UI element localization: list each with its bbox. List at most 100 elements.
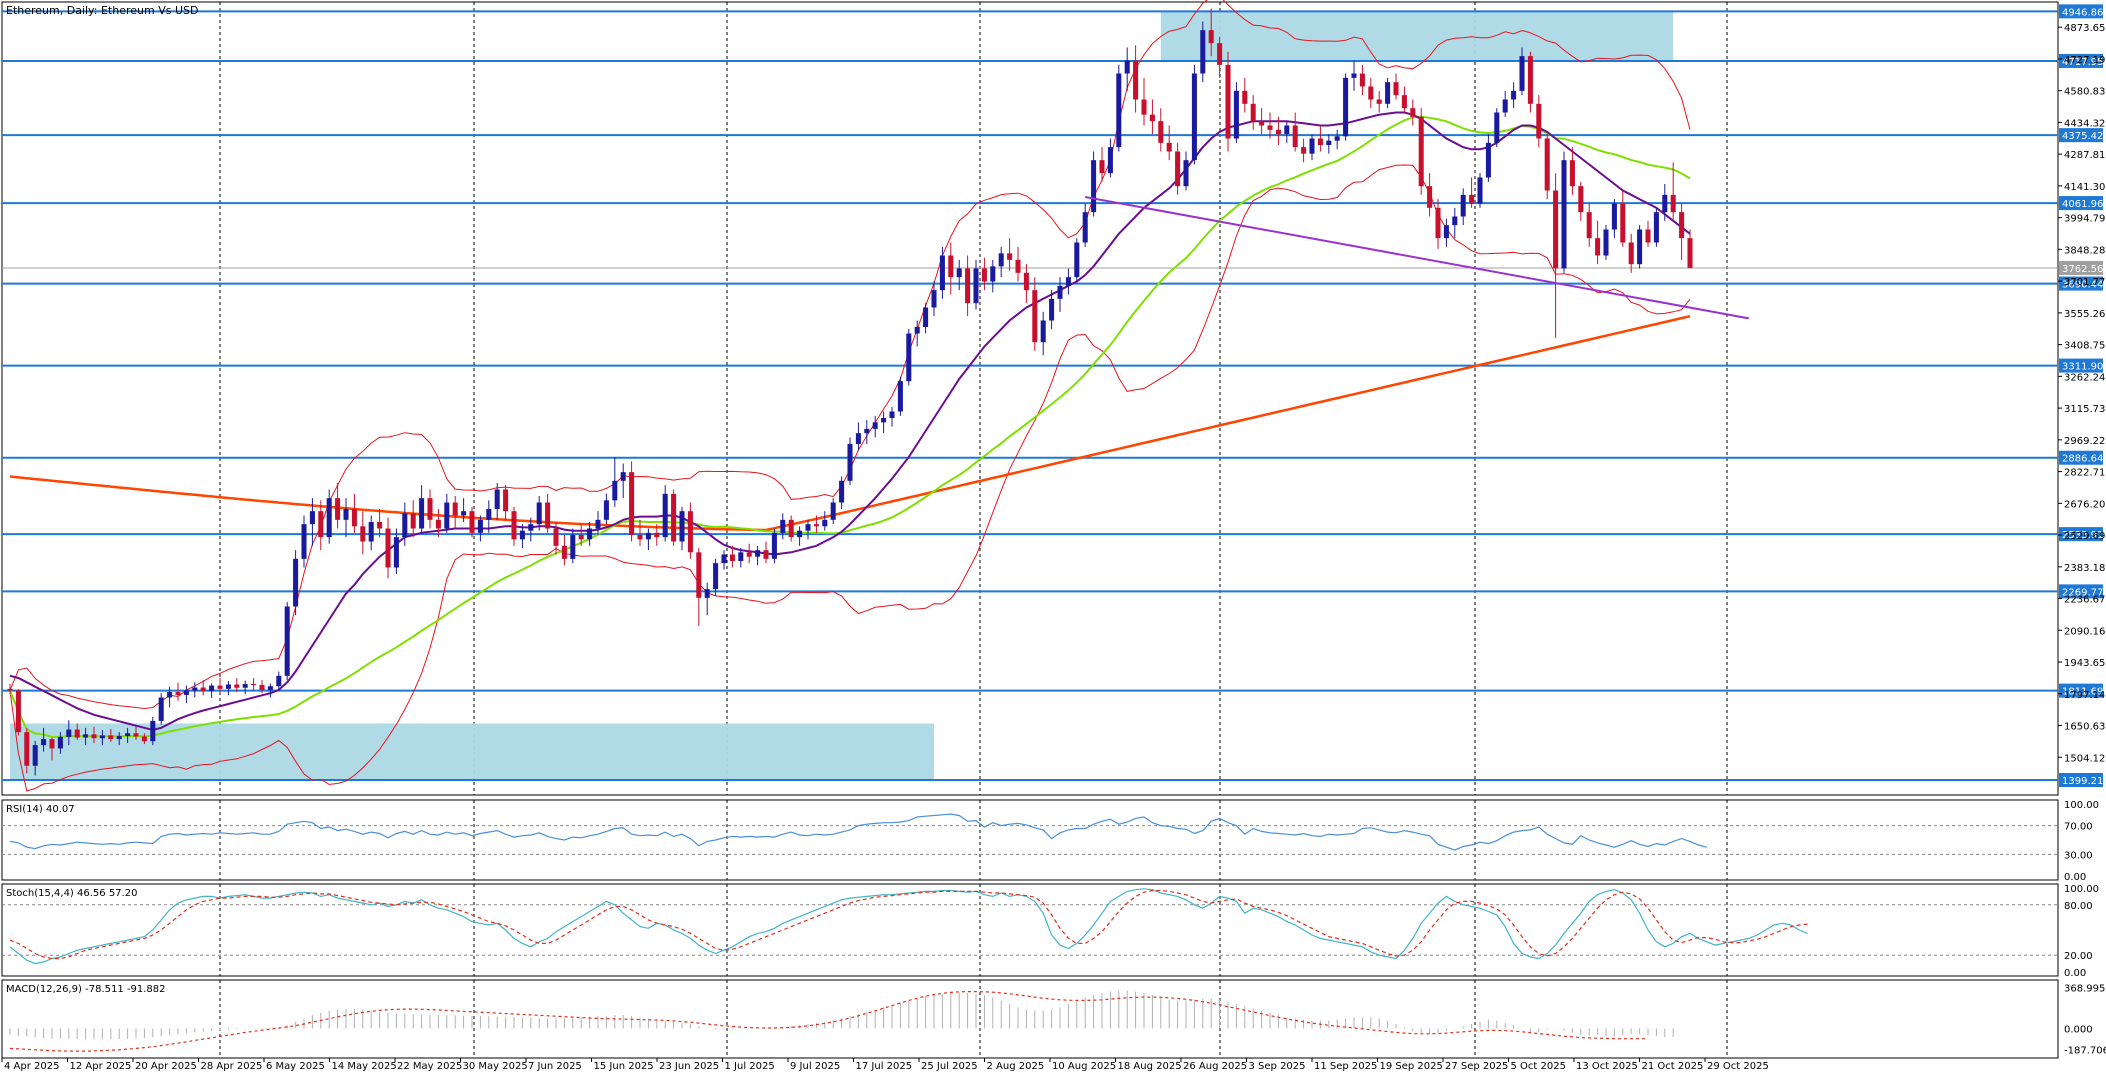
candle-body — [1326, 141, 1331, 145]
x-tick-label: 23 Jun 2025 — [659, 1061, 719, 1072]
pane-frame-sto — [2, 884, 2058, 976]
candle-body — [797, 531, 802, 538]
candle-body — [1536, 104, 1541, 139]
candle-body — [528, 524, 533, 531]
candle-body — [1133, 61, 1138, 100]
y-tick-label: 4873.65 — [2064, 23, 2105, 34]
price-level-label: 4375.42 — [2062, 131, 2103, 142]
candle-body — [805, 524, 810, 531]
x-tick-label: 5 Oct 2025 — [1511, 1061, 1566, 1072]
price-level-label: 3311.90 — [2062, 362, 2103, 373]
candle-body — [1587, 212, 1592, 238]
candle-body — [1259, 121, 1264, 125]
candle-body — [100, 735, 105, 738]
current-price-label: 3762.56 — [2062, 264, 2103, 275]
candle-body — [822, 520, 827, 527]
candle-body — [16, 691, 21, 733]
x-tick-label: 18 Aug 2025 — [1118, 1061, 1182, 1072]
candle-body — [1015, 260, 1020, 273]
candle-body — [453, 503, 458, 516]
candle-body — [889, 412, 894, 419]
price-level-label: 1399.21 — [2062, 776, 2103, 787]
candle-body — [839, 481, 844, 503]
candle-body — [537, 503, 542, 525]
candle-body — [1452, 217, 1457, 226]
candle-body — [1066, 277, 1071, 286]
candle-body — [965, 269, 970, 304]
candle-body — [1057, 286, 1062, 299]
y-tick-label: 3555.26 — [2064, 309, 2105, 320]
candle-body — [1217, 43, 1222, 65]
candle-body — [671, 494, 676, 542]
rsi-tick-label: 0.00 — [2064, 872, 2086, 883]
pane-frame-main — [2, 2, 2058, 795]
candle-body — [604, 500, 609, 520]
candle-body — [58, 737, 63, 748]
candle-body — [1158, 121, 1163, 143]
candle-body — [1444, 225, 1449, 238]
rsi-title: RSI(14) 40.07 — [6, 804, 75, 815]
candle-body — [117, 736, 122, 739]
candle-body — [1041, 321, 1046, 343]
candle-body — [1234, 91, 1239, 139]
candle-body — [1024, 273, 1029, 290]
candle-body — [444, 503, 449, 529]
candle-body — [923, 308, 928, 328]
candle-body — [318, 511, 323, 537]
candle-body — [814, 524, 819, 526]
candle-body — [175, 692, 180, 695]
price-level-label: 4946.86 — [2062, 7, 2103, 18]
candle-body — [377, 522, 382, 529]
candle-body — [948, 256, 953, 278]
candle-body — [1150, 115, 1155, 122]
y-tick-label: 2969.22 — [2064, 436, 2105, 447]
candle-body — [66, 730, 71, 737]
candle-body — [1486, 143, 1491, 178]
candle-body — [1099, 160, 1104, 173]
candle-body — [226, 685, 231, 689]
candle-body — [1192, 74, 1197, 161]
x-tick-label: 12 Apr 2025 — [70, 1061, 132, 1072]
macd-title: MACD(12,26,9) -78.511 -91.882 — [6, 984, 166, 995]
x-tick-label: 20 Apr 2025 — [135, 1061, 197, 1072]
candle-body — [1419, 117, 1424, 186]
candle-body — [1427, 186, 1432, 208]
candle-body — [1561, 160, 1566, 268]
candle-body — [595, 520, 600, 529]
candle-body — [1393, 82, 1398, 95]
candle-body — [898, 381, 903, 411]
candle-body — [1309, 139, 1314, 154]
candle-body — [780, 520, 785, 533]
x-tick-label: 1 Jul 2025 — [725, 1061, 775, 1072]
rsi-tick-label: 100.00 — [2064, 800, 2099, 811]
candle-body — [873, 422, 878, 429]
candle-body — [217, 686, 222, 689]
candle-body — [1494, 113, 1499, 143]
candle-body — [335, 498, 340, 520]
candle-body — [293, 559, 298, 607]
candle-body — [1335, 136, 1340, 140]
x-tick-label: 4 Apr 2025 — [4, 1061, 59, 1072]
candle-body — [251, 684, 256, 685]
price-level-label: 4061.96 — [2062, 199, 2103, 210]
candle-body — [520, 531, 525, 540]
candle-body — [856, 433, 861, 444]
candle-body — [1645, 230, 1650, 243]
candle-body — [1074, 243, 1079, 278]
y-tick-label: 2236.67 — [2064, 595, 2105, 606]
candle-body — [1049, 299, 1054, 321]
candle-body — [469, 511, 474, 533]
macd-tick-label: 0.000 — [2064, 1024, 2093, 1035]
candle-body — [906, 334, 911, 382]
candle-body — [1435, 208, 1440, 238]
x-tick-label: 6 May 2025 — [266, 1061, 325, 1072]
y-tick-label: 4141.30 — [2064, 182, 2105, 193]
candle-body — [629, 472, 634, 535]
x-tick-label: 25 Jul 2025 — [921, 1061, 978, 1072]
y-tick-label: 1797.14 — [2064, 690, 2105, 701]
candle-body — [268, 686, 273, 690]
candle-body — [343, 509, 348, 520]
candle-body — [41, 739, 46, 745]
